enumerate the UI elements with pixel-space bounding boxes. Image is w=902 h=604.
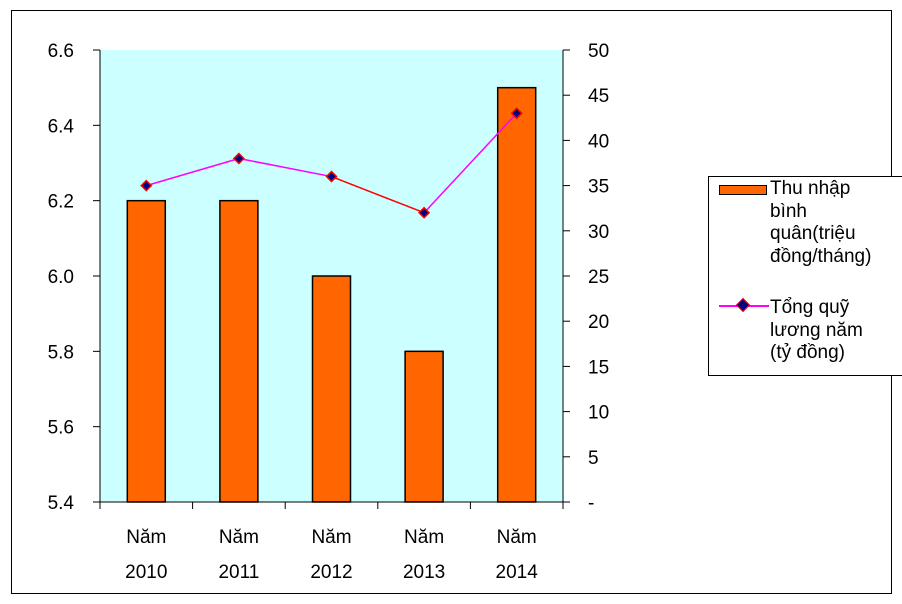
legend: Thu nhập bình quân(triệu đồng/tháng) Tổn… xyxy=(708,176,902,376)
legend-bar-label-line: Thu nhập xyxy=(770,178,851,199)
right-axis-ticks: - 5 10 15 20 25 30 35 40 45 50 xyxy=(563,41,609,514)
x-tick-label: Năm xyxy=(311,527,351,548)
left-tick-label: 6.2 xyxy=(48,192,74,213)
right-tick-label: - xyxy=(588,493,594,514)
x-tick-label: 2012 xyxy=(310,562,352,583)
left-tick-label: 5.4 xyxy=(48,493,75,514)
legend-bar-label: Thu nhập bình quân(triệu đồng/tháng) xyxy=(770,178,902,268)
line-marker xyxy=(140,179,153,192)
legend-bar-label-line: quân(triệu xyxy=(770,223,856,244)
bar xyxy=(496,86,537,503)
right-tick-label: 25 xyxy=(588,267,609,288)
line-series xyxy=(140,107,523,219)
x-axis-labels: Năm 2010 Năm 2011 Năm 2012 Năm 2013 Năm 2014 xyxy=(125,527,538,583)
left-axis-ticks: 5.4 5.6 5.8 6.0 6.2 6.4 6.6 xyxy=(48,41,100,514)
right-tick-label: 15 xyxy=(588,357,609,378)
x-tick-label: 2013 xyxy=(403,562,445,583)
right-tick-label: 20 xyxy=(588,312,609,333)
right-tick-label: 45 xyxy=(588,86,609,107)
legend-line-label-line: lương năm xyxy=(770,319,863,341)
x-tick-label: 2010 xyxy=(125,562,167,583)
right-tick-label: 5 xyxy=(588,448,599,469)
legend-line-label: Tổng quỹ lương năm (tỷ đồng) xyxy=(770,297,902,365)
x-tick-label: Năm xyxy=(404,527,444,548)
x-tick-label: Năm xyxy=(126,527,166,548)
x-tick-label: 2011 xyxy=(218,562,259,583)
line-segment xyxy=(146,157,240,187)
bar xyxy=(219,199,259,503)
legend-bar-label-line: đồng/tháng) xyxy=(770,245,872,267)
x-tick-label: Năm xyxy=(219,527,259,548)
line-segment xyxy=(423,112,518,214)
bar xyxy=(126,199,167,503)
right-tick-label: 30 xyxy=(588,222,609,243)
legend-bar-swatch xyxy=(719,185,767,195)
legend-line-marker xyxy=(735,297,751,313)
right-tick-label: 35 xyxy=(588,177,609,198)
left-tick-label: 6.4 xyxy=(48,116,75,137)
left-tick-label: 6.6 xyxy=(48,41,74,62)
legend-bar-label-line: bình xyxy=(770,200,807,222)
line-segment xyxy=(238,157,332,178)
left-tick-label: 5.8 xyxy=(48,342,74,363)
right-tick-label: 10 xyxy=(588,403,609,424)
line-marker xyxy=(510,107,523,120)
bar xyxy=(404,350,444,503)
left-tick-label: 6.0 xyxy=(48,267,74,288)
right-tick-label: 40 xyxy=(588,131,609,152)
x-tick-label: 2014 xyxy=(496,562,539,583)
line-marker xyxy=(325,170,338,183)
right-tick-label: 50 xyxy=(588,41,609,62)
bar-series xyxy=(126,86,537,503)
x-tick-label: Năm xyxy=(497,527,537,548)
legend-line-label-line: (tỷ đồng) xyxy=(770,342,845,363)
bar xyxy=(311,275,352,503)
line-marker xyxy=(232,152,245,165)
legend-line-label-line: Tổng quỹ xyxy=(770,297,850,318)
line-segment xyxy=(331,175,425,214)
line-marker xyxy=(418,206,431,219)
left-tick-label: 5.6 xyxy=(48,418,74,439)
